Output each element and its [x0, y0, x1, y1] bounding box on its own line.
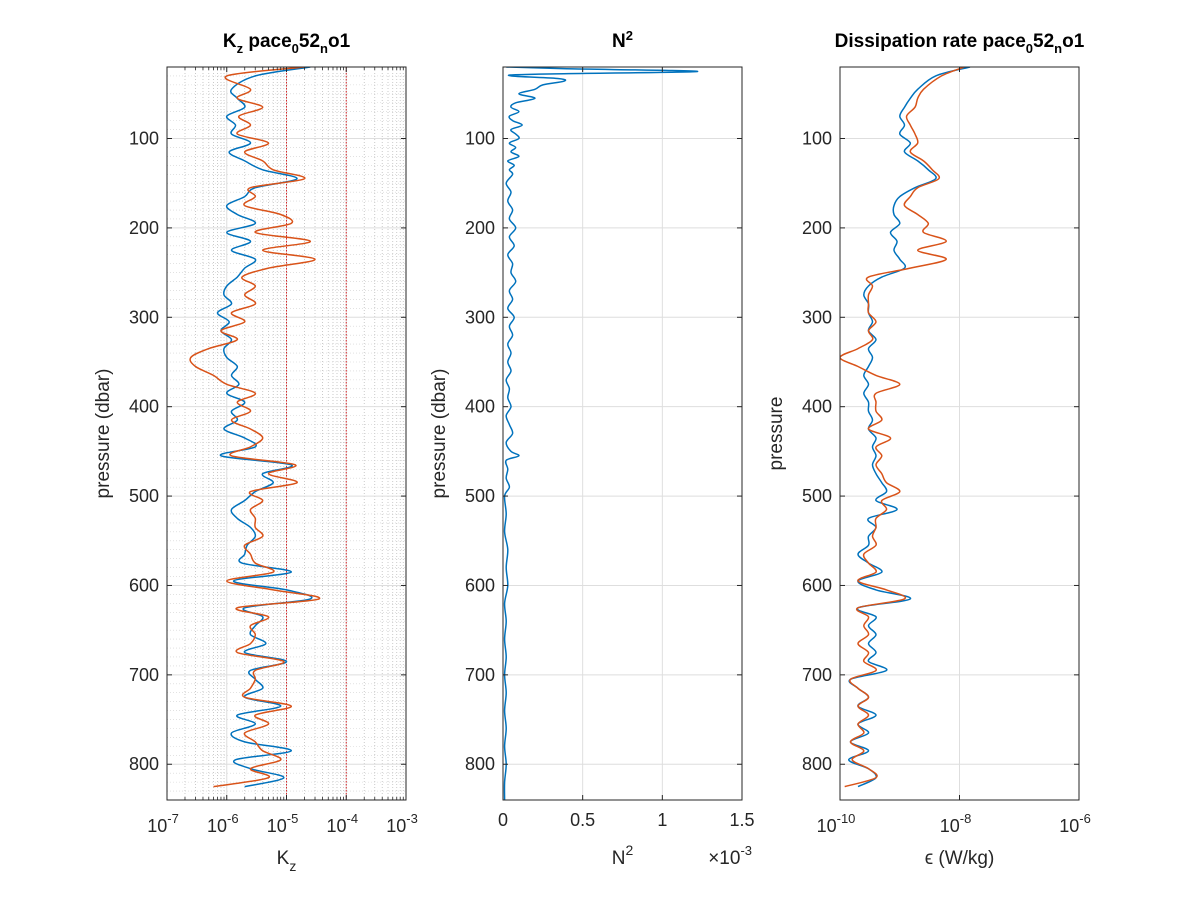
y-tick-label: 600: [802, 575, 832, 595]
x-tick-label-base: 10: [326, 816, 346, 836]
y-tick-label: 800: [465, 754, 495, 774]
chart-title-part: n: [1054, 41, 1062, 56]
y-tick-label: 500: [465, 486, 495, 506]
chart-title-part: z: [237, 41, 244, 56]
y-tick-label: 100: [129, 129, 159, 149]
x-tick-label-base: 10: [817, 816, 837, 836]
x-tick-label: 0: [498, 810, 508, 830]
x-axis-label-base: ϵ (W/kg): [925, 848, 995, 869]
chart-title-part: K: [223, 31, 237, 52]
chart-title-part: 52: [299, 31, 320, 52]
y-tick-label: 100: [802, 129, 832, 149]
x-tick-label: 10-8: [940, 811, 972, 836]
y-tick-label: 200: [129, 218, 159, 238]
chart-title-part: pace: [243, 31, 292, 52]
y-tick-label: 300: [129, 307, 159, 327]
x-tick-label-base: 10: [386, 816, 406, 836]
x-tick-label-exp: -5: [287, 811, 299, 826]
x-axis-label-sub: z: [289, 858, 296, 874]
y-tick-label: 500: [802, 486, 832, 506]
x-tick-label-exp: -6: [227, 811, 239, 826]
y-tick-label: 600: [465, 575, 495, 595]
y-tick-label: 700: [802, 665, 832, 685]
x-axis-label: N2: [612, 842, 634, 869]
x-tick-label: 10-7: [147, 811, 179, 836]
chart-title: Dissipation rate pace052no1: [835, 31, 1085, 56]
y-axis-label: pressure: [766, 397, 787, 471]
panel-kz: 10-7 10-6 10-5 10-4 10-310020030040050060070…: [93, 31, 418, 874]
x-tick-label: 10-6: [207, 811, 239, 836]
y-tick-label: 700: [465, 665, 495, 685]
x-tick-label-exp: -7: [167, 811, 179, 826]
chart-title-part: n: [320, 41, 328, 56]
y-tick-label: 500: [129, 486, 159, 506]
y-tick-label: 400: [465, 397, 495, 417]
x-tick-label: 1: [657, 810, 667, 830]
x-tick-label: 10-3: [386, 811, 418, 836]
y-tick-label: 400: [129, 397, 159, 417]
plot-area: [503, 67, 742, 800]
x-tick-label: 0.5: [570, 810, 595, 830]
chart-title-part: o1: [1062, 31, 1085, 52]
x-axis-label-base: K: [277, 848, 290, 869]
chart-title-part: 0: [1026, 41, 1033, 56]
x-tick-label-exp: -6: [1079, 811, 1091, 826]
y-tick-label: 200: [802, 218, 832, 238]
y-tick-label: 400: [802, 397, 832, 417]
y-tick-label: 600: [129, 575, 159, 595]
chart-title: Kz pace052no1: [223, 31, 351, 56]
chart-title-part: o1: [328, 31, 351, 52]
y-tick-label: 800: [802, 754, 832, 774]
x-tick-label-base: 10: [940, 816, 960, 836]
x-tick-label-exp: -8: [960, 811, 972, 826]
chart-title-part: N: [612, 31, 626, 52]
x-axis-label: ϵ (W/kg): [925, 848, 995, 869]
y-axis-label: pressure (dbar): [429, 369, 450, 499]
chart-title-part: 0: [292, 41, 299, 56]
x-tick-label-exp: -10: [837, 811, 856, 826]
panel-dissipation: 10-10 10-8 10-6100200300400500600700800Dis…: [766, 31, 1091, 869]
y-tick-label: 300: [802, 307, 832, 327]
chart-title: N2: [612, 28, 633, 52]
x-axis-label-base: N: [612, 848, 626, 869]
x-tick-label-base: 10: [267, 816, 287, 836]
y-tick-label: 100: [465, 129, 495, 149]
x-tick-label-base: 10: [1059, 816, 1079, 836]
x-tick-label-base: 10: [147, 816, 167, 836]
x-axis-label-sup: 2: [625, 842, 633, 858]
y-tick-label: 200: [465, 218, 495, 238]
x-tick-label: 10-6: [1059, 811, 1091, 836]
x-tick-label-exp: -4: [346, 811, 358, 826]
series-line-2: [189, 67, 321, 788]
y-tick-label: 700: [129, 665, 159, 685]
series-line-2: [840, 67, 965, 788]
x-axis-multiplier: ×10-3: [708, 843, 752, 869]
axes-box: [502, 66, 743, 801]
y-axis-label: pressure (dbar): [93, 369, 114, 499]
chart-title-part: 2: [626, 28, 633, 43]
chart-title-part: Dissipation rate pace: [835, 31, 1026, 52]
x-tick-label: 1.5: [729, 810, 754, 830]
x-tick-label: 10-5: [267, 811, 299, 836]
series-line-1: [503, 67, 699, 800]
x-tick-label: 10-4: [326, 811, 358, 836]
x-tick-label: 10-10: [817, 811, 856, 836]
x-axis-label: Kz: [277, 848, 297, 874]
x-axis-multiplier-exp: -3: [740, 843, 752, 858]
y-tick-label: 300: [465, 307, 495, 327]
x-axis-multiplier-base: ×10: [708, 848, 740, 869]
x-tick-label-exp: -3: [406, 811, 418, 826]
x-tick-label-base: 10: [207, 816, 227, 836]
chart-title-part: 52: [1033, 31, 1054, 52]
y-tick-label: 800: [129, 754, 159, 774]
